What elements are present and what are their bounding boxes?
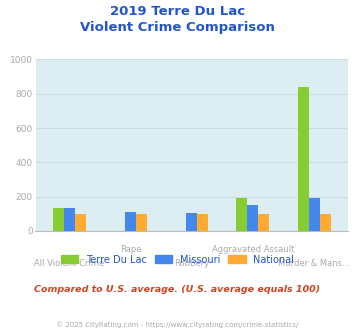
- Text: All Violent Crime: All Violent Crime: [34, 259, 104, 268]
- Bar: [298, 87, 309, 231]
- Bar: [247, 205, 258, 231]
- Bar: [64, 208, 75, 231]
- Bar: [186, 213, 197, 231]
- Text: Rape: Rape: [120, 245, 141, 254]
- Text: Compared to U.S. average. (U.S. average equals 100): Compared to U.S. average. (U.S. average …: [34, 285, 321, 294]
- Text: Murder & Mans...: Murder & Mans...: [278, 259, 350, 268]
- Bar: [75, 214, 86, 231]
- Legend: Terre Du Lac, Missouri, National: Terre Du Lac, Missouri, National: [57, 251, 298, 269]
- Bar: [197, 214, 208, 231]
- Bar: [236, 198, 247, 231]
- Bar: [258, 214, 269, 231]
- Bar: [125, 212, 136, 231]
- Text: Violent Crime Comparison: Violent Crime Comparison: [80, 21, 275, 34]
- Text: 2019 Terre Du Lac: 2019 Terre Du Lac: [110, 5, 245, 18]
- Bar: [53, 208, 64, 231]
- Text: Robbery: Robbery: [174, 259, 209, 268]
- Bar: [136, 214, 147, 231]
- Text: © 2025 CityRating.com - https://www.cityrating.com/crime-statistics/: © 2025 CityRating.com - https://www.city…: [56, 322, 299, 328]
- Text: Aggravated Assault: Aggravated Assault: [212, 245, 294, 254]
- Bar: [320, 214, 331, 231]
- Bar: [309, 198, 320, 231]
